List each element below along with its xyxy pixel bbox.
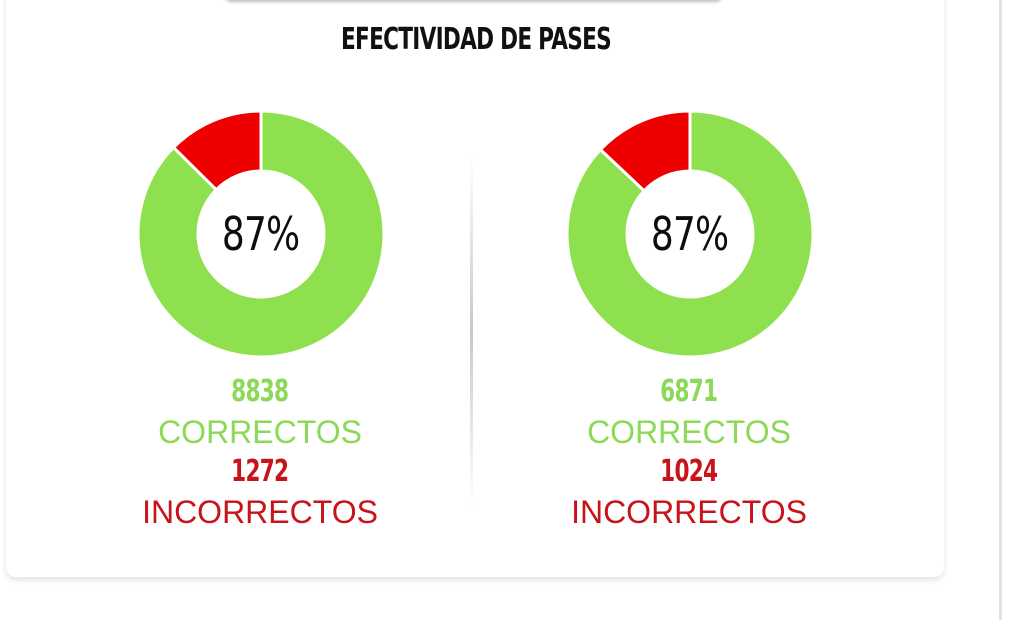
correct-segment	[566, 110, 814, 358]
stats-right: 6871 CORRECTOS 1024 INCORRECTOS	[539, 372, 839, 532]
correct-segment	[137, 110, 385, 358]
correct-count-left: 8838	[231, 374, 289, 409]
right-edge-divider	[999, 0, 1002, 620]
incorrect-label-left: INCORRECTOS	[142, 494, 378, 530]
chart-title: EFECTIVIDAD DE PASES	[341, 22, 612, 57]
donut-chart-right: 87%	[566, 110, 814, 358]
correct-count-right: 6871	[660, 374, 718, 409]
incorrect-segment	[598, 110, 692, 193]
percent-label-left: 87%	[222, 207, 300, 261]
incorrect-label-right: INCORRECTOS	[571, 494, 807, 530]
donut-svg-right	[566, 110, 814, 358]
donut-svg-left	[137, 110, 385, 358]
incorrect-count-left: 1272	[231, 454, 289, 489]
stats-left: 8838 CORRECTOS 1272 INCORRECTOS	[110, 372, 410, 532]
correct-label-right: CORRECTOS	[587, 414, 791, 450]
percent-label-right: 87%	[651, 207, 729, 261]
donut-chart-left: 87%	[137, 110, 385, 358]
center-divider	[470, 155, 473, 507]
incorrect-count-right: 1024	[660, 454, 718, 489]
incorrect-segment	[171, 110, 263, 192]
correct-label-left: CORRECTOS	[158, 414, 362, 450]
